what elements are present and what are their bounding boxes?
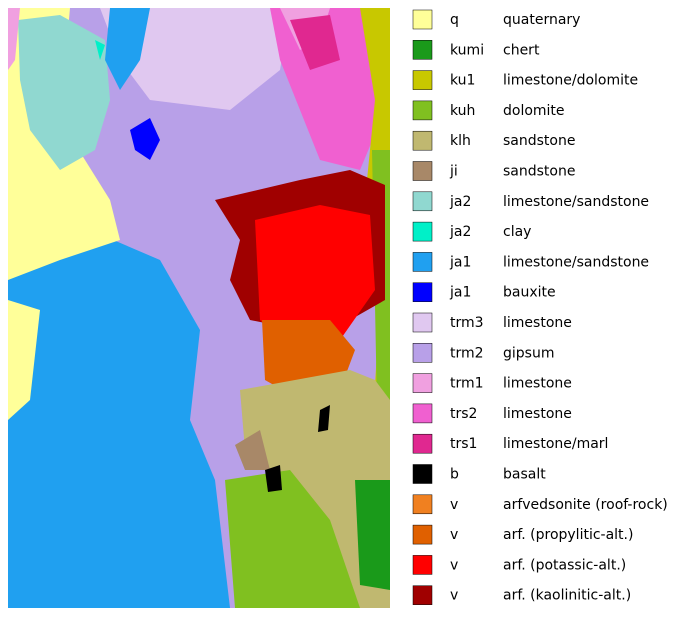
map-region: [235, 430, 270, 470]
legend-code: trm1: [450, 376, 484, 392]
map-region: [290, 15, 340, 70]
legend-code: ku1: [450, 73, 475, 89]
map-region: [130, 118, 160, 160]
map-region: [270, 8, 385, 170]
legend-code: trs1: [450, 436, 477, 452]
legend-code: klh: [450, 133, 471, 149]
legend-swatch: [412, 524, 433, 545]
legend-description: arf. (kaolinitic-alt.): [503, 588, 631, 604]
legend-swatch: [412, 555, 433, 575]
legend-code: trm3: [450, 315, 484, 331]
legend-swatch: [412, 403, 433, 424]
legend-swatch: [412, 191, 433, 212]
legend-swatch: [412, 373, 433, 393]
legend: q quaternary kumi chert ku1 limestone/dolomit…: [412, 9, 668, 605]
legend-swatch: [412, 585, 433, 605]
legend-description: gipsum: [503, 345, 554, 361]
legend-code: ji: [449, 164, 458, 180]
map-region: [8, 8, 20, 70]
legend-description: limestone/dolomite: [503, 73, 638, 89]
legend-swatch: [412, 9, 433, 30]
legend-swatch: [412, 464, 433, 484]
legend-swatch: [412, 100, 433, 121]
legend-description: limestone: [503, 406, 572, 422]
geologic-map: [8, 8, 390, 608]
legend-description: limestone/marl: [503, 436, 608, 452]
legend-code: v: [450, 588, 458, 604]
legend-description: clay: [503, 224, 531, 240]
legend-description: sandstone: [503, 164, 575, 180]
legend-swatch: [412, 494, 433, 515]
map-region: [8, 230, 230, 608]
legend-swatch: [412, 130, 433, 151]
legend-swatch: [412, 221, 433, 242]
map-region: [318, 405, 330, 432]
legend-description: limestone/sandstone: [503, 254, 649, 270]
legend-swatch: [412, 282, 433, 302]
legend-description: basalt: [503, 467, 546, 483]
legend-swatch: [412, 343, 433, 363]
legend-code: ja2: [449, 224, 471, 240]
legend-description: arf. (potassic-alt.): [503, 557, 626, 573]
legend-code: v: [450, 557, 458, 573]
legend-description: dolomite: [503, 103, 565, 119]
map-region: [8, 300, 40, 420]
legend-swatch: [412, 40, 433, 60]
legend-description: limestone/sandstone: [503, 194, 649, 210]
legend-description: chert: [503, 42, 540, 58]
legend-code: kuh: [450, 103, 475, 119]
map-region: [105, 8, 150, 90]
legend-description: quaternary: [503, 12, 580, 28]
legend-swatch: [412, 433, 433, 454]
legend-description: arfvedsonite (roof-rock): [503, 497, 668, 513]
legend-code: b: [450, 467, 459, 483]
legend-code: v: [450, 527, 458, 543]
legend-description: sandstone: [503, 133, 575, 149]
map-region: [225, 470, 360, 608]
legend-description: limestone: [503, 315, 572, 331]
map-region: [95, 40, 105, 60]
legend-code: v: [450, 497, 458, 513]
legend-description: limestone: [503, 376, 572, 392]
legend-description: bauxite: [503, 285, 556, 301]
legend-swatch: [412, 252, 433, 272]
legend-code: kumi: [450, 42, 484, 58]
map-region: [100, 8, 290, 110]
legend-description: arf. (propylitic-alt.): [503, 527, 633, 543]
legend-code: ja1: [449, 285, 471, 301]
legend-swatch: [412, 70, 433, 90]
legend-code: ja2: [449, 194, 471, 210]
legend-code: q: [450, 12, 459, 28]
map-region: [255, 205, 375, 350]
legend-code: trs2: [450, 406, 477, 422]
legend-swatch: [412, 312, 433, 333]
legend-code: trm2: [450, 345, 484, 361]
legend-code: ja1: [449, 254, 471, 270]
legend-swatch: [412, 161, 433, 181]
map-region: [265, 465, 282, 492]
map-region: [18, 15, 110, 170]
map-region: [355, 480, 390, 590]
